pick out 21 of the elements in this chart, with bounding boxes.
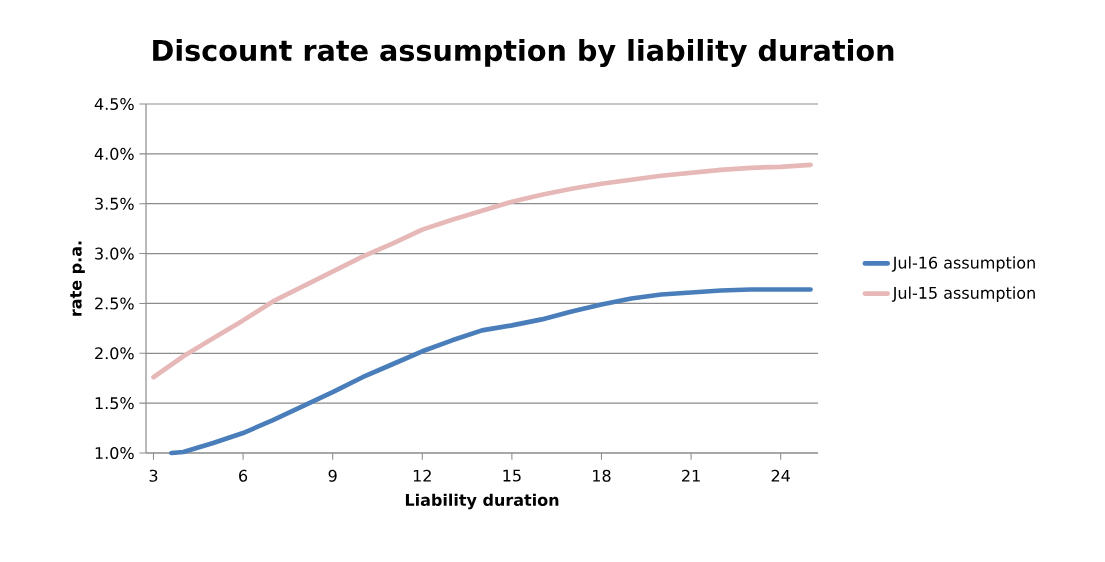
- x-tick-label: 6: [239, 469, 248, 482]
- y-tick-label: 4.0%: [94, 147, 134, 160]
- x-tick-label: 24: [771, 469, 790, 482]
- x-tick-label: 3: [149, 469, 158, 482]
- y-tick-label: 2.0%: [95, 347, 134, 360]
- y-tick-label: 3.0%: [95, 247, 134, 260]
- y-tick-label: 1.0%: [95, 446, 134, 460]
- chart-title: Discount rate assumption by liability duration: [153, 39, 894, 67]
- y-tick-label: 1.5%: [95, 397, 134, 410]
- x-tick-label: 15: [503, 469, 521, 482]
- x-tick-label: 9: [328, 469, 337, 482]
- y-axis-title: rate p.a.: [70, 241, 85, 316]
- x-tick-label: 12: [413, 469, 431, 482]
- y-tick-label: 3.5%: [95, 197, 134, 210]
- y-tick-label: 4.5%: [94, 97, 134, 111]
- x-axis-title: Liability duration: [405, 493, 559, 510]
- x-tick-label: 21: [682, 469, 700, 482]
- y-tick-label: 2.5%: [95, 297, 134, 310]
- legend-label: Jul-16 assumption: [891, 256, 1035, 272]
- x-tick-label: 18: [593, 469, 611, 482]
- legend-label: Jul-15 assumption: [891, 286, 1035, 302]
